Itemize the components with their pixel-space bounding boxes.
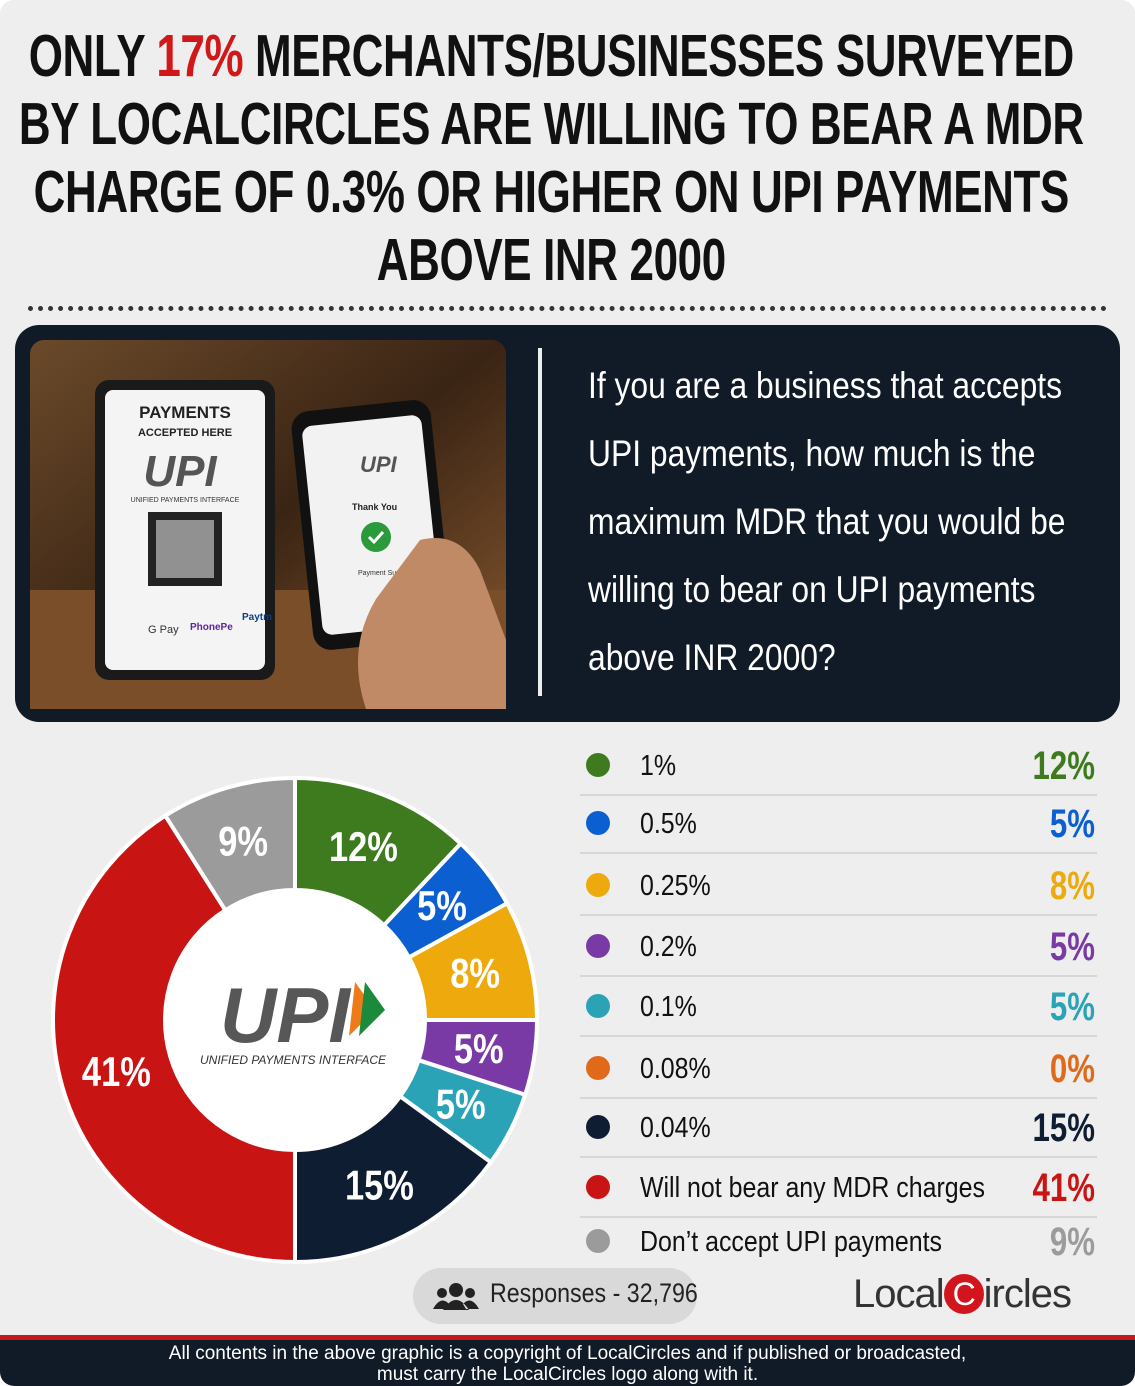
logo-text: Local xyxy=(853,1272,945,1316)
slice-label: 8% xyxy=(450,951,500,998)
phone-logo: UPI xyxy=(360,452,398,477)
legend-label: 1% xyxy=(640,749,676,781)
legend-value: 12% xyxy=(1033,743,1095,788)
sign-logo-caption: UNIFIED PAYMENTS INTERFACE xyxy=(131,497,240,504)
legend-label: 0.04% xyxy=(640,1111,711,1143)
slice xyxy=(162,775,297,913)
sign-subtitle: ACCEPTED HERE xyxy=(138,427,232,439)
legend-label: 0.08% xyxy=(640,1052,711,1084)
legend-marker xyxy=(586,1175,610,1199)
center-logo: UPI xyxy=(220,971,351,1059)
legend-value: 41% xyxy=(1033,1165,1095,1210)
slice xyxy=(293,775,464,929)
phone-thanks: Thank You xyxy=(352,502,397,512)
legend-value: 5% xyxy=(1050,984,1095,1029)
sign-title: PAYMENTS xyxy=(139,403,231,422)
people-icon xyxy=(433,1283,479,1310)
app-name: Paytm xyxy=(242,612,272,623)
slice-label: 15% xyxy=(345,1163,414,1210)
legend-label: 0.5% xyxy=(640,807,697,839)
hand xyxy=(358,538,506,709)
slice-label: 5% xyxy=(417,883,467,930)
app-name: PhonePe xyxy=(190,622,233,633)
question: If you are a business that accepts UPI p… xyxy=(588,352,1108,712)
legend-label: 0.1% xyxy=(640,990,697,1022)
check-icon xyxy=(361,522,391,552)
footer-line: All contents in the above graphic is a c… xyxy=(168,1343,967,1364)
footer-line: must carry the LocalCircles logo along w… xyxy=(376,1364,759,1385)
legend-marker xyxy=(586,934,610,958)
slice-label: 41% xyxy=(82,1049,151,1096)
responses-pill xyxy=(413,1268,697,1324)
legend-label: 0.2% xyxy=(640,930,697,962)
slice xyxy=(397,1057,528,1166)
legend-marker xyxy=(586,753,610,777)
slice-label: 9% xyxy=(218,818,268,865)
legend-label: Don’t accept UPI payments xyxy=(640,1225,942,1257)
slice-label: 5% xyxy=(436,1081,486,1128)
question-text: If you are a business that accepts UPI p… xyxy=(588,365,1066,678)
slice xyxy=(51,812,297,1265)
legend-label: 0.25% xyxy=(640,869,711,901)
legend-value: 8% xyxy=(1050,863,1095,908)
slice xyxy=(398,1094,492,1164)
logo-arrow xyxy=(359,982,385,1036)
logo-arrow xyxy=(349,982,375,1036)
legend-marker xyxy=(586,873,610,897)
slice xyxy=(293,1093,494,1265)
legend-value: 5% xyxy=(1050,801,1095,846)
photo: PAYMENTS ACCEPTED HERE UPI UNIFIED PAYME… xyxy=(30,340,506,709)
legend-value: 9% xyxy=(1050,1219,1095,1264)
slice-label: 12% xyxy=(329,824,398,871)
title-text: MERCHANTS/BUSINESSES SURVEYED BY LOCALCI… xyxy=(18,23,1084,292)
slice-label: 5% xyxy=(454,1026,504,1073)
legend-label: Will not bear any MDR charges xyxy=(640,1171,985,1203)
footer: All contents in the above graphic is a c… xyxy=(0,1335,1135,1386)
title-text: ONLY xyxy=(28,23,157,89)
check-mark xyxy=(367,530,385,545)
title-highlight: 17% xyxy=(156,23,244,89)
legend-marker xyxy=(586,1229,610,1253)
legend-value: 5% xyxy=(1050,924,1095,969)
legend-value: 0% xyxy=(1050,1046,1095,1091)
legend-marker xyxy=(586,1115,610,1139)
slice xyxy=(381,840,510,961)
slice xyxy=(406,900,540,1022)
logo-text: ircles xyxy=(983,1272,1072,1316)
responses: Responses - 32,796 xyxy=(490,1278,698,1308)
sign-logo: UPI xyxy=(143,447,217,496)
app-name: G Pay xyxy=(148,624,179,636)
phone-status: Payment Successful xyxy=(358,570,422,577)
donut-hole xyxy=(167,892,423,1148)
qr-pattern xyxy=(156,520,214,578)
legend-marker xyxy=(586,811,610,835)
divider xyxy=(538,348,542,696)
logo-mark: C xyxy=(943,1274,984,1314)
center-caption: UNIFIED PAYMENTS INTERFACE xyxy=(200,1053,387,1067)
slice xyxy=(416,1018,540,1098)
separator xyxy=(28,306,1107,311)
title: ONLY 17% MERCHANTS/BUSINESSES SURVEYED B… xyxy=(0,22,1135,292)
legend-marker xyxy=(586,1056,610,1080)
legend-value: 15% xyxy=(1033,1105,1095,1150)
legend-marker xyxy=(586,994,610,1018)
